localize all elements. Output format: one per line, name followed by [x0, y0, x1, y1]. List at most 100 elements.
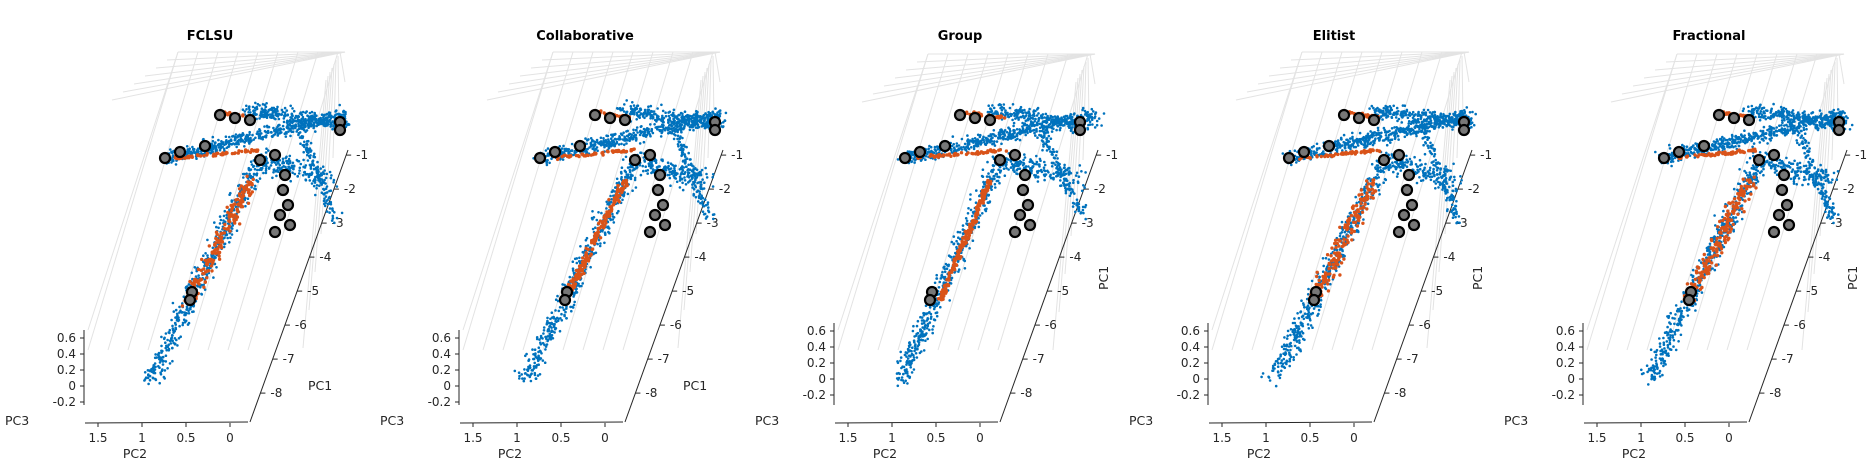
data-point	[306, 159, 310, 162]
data-point	[252, 138, 256, 141]
data-point	[1028, 112, 1031, 116]
data-point	[701, 200, 704, 203]
endmember-marker	[548, 145, 562, 159]
data-point	[631, 108, 634, 112]
data-point	[581, 282, 584, 285]
reconstruction-point	[621, 188, 625, 193]
data-point	[619, 170, 623, 174]
data-point	[668, 176, 672, 180]
data-point	[182, 295, 186, 299]
data-point	[570, 142, 574, 146]
data-point	[625, 173, 629, 176]
data-point	[275, 163, 278, 166]
data-point	[343, 115, 347, 118]
data-point	[169, 342, 173, 345]
data-point	[549, 322, 553, 325]
data-point	[701, 210, 705, 213]
data-point	[957, 147, 961, 150]
data-point	[638, 114, 641, 117]
data-point	[1003, 174, 1007, 177]
data-point	[680, 166, 683, 170]
data-point	[302, 150, 306, 154]
data-point	[610, 133, 613, 137]
data-point	[1010, 134, 1013, 138]
data-point	[680, 119, 684, 123]
data-point	[1023, 108, 1026, 112]
data-point	[914, 158, 917, 162]
data-point	[309, 167, 313, 170]
data-point	[651, 168, 655, 171]
data-point	[549, 317, 552, 321]
reconstruction-point	[241, 199, 245, 204]
data-point	[333, 221, 336, 225]
data-point	[1032, 128, 1036, 132]
data-point	[152, 364, 155, 367]
data-point	[620, 175, 623, 179]
data-point	[325, 112, 329, 116]
data-point	[312, 184, 316, 188]
data-point	[334, 110, 337, 113]
data-point	[327, 122, 330, 126]
data-point	[295, 120, 298, 123]
data-point	[171, 359, 174, 363]
data-point	[574, 150, 578, 154]
data-point	[608, 231, 611, 235]
data-point	[218, 215, 222, 218]
data-point	[277, 117, 281, 121]
data-point	[937, 301, 941, 304]
data-point	[619, 132, 623, 135]
data-point	[911, 346, 914, 350]
reconstruction-point	[615, 194, 619, 199]
data-point	[932, 151, 936, 155]
data-point	[185, 305, 189, 309]
data-point	[338, 103, 342, 107]
data-point	[690, 125, 693, 128]
data-point	[683, 115, 686, 119]
reconstruction-point	[605, 149, 609, 153]
pc1-tick-label: -1	[356, 148, 368, 162]
data-point	[523, 377, 526, 380]
data-point	[205, 273, 209, 276]
data-point	[1056, 119, 1060, 122]
data-point	[551, 330, 555, 333]
data-point	[639, 173, 643, 177]
data-point	[146, 376, 150, 380]
data-point	[635, 126, 639, 129]
endmember-marker	[158, 151, 172, 165]
data-point	[931, 331, 934, 335]
data-point	[897, 378, 900, 381]
data-point	[329, 200, 333, 204]
reconstruction-point	[231, 215, 235, 219]
data-point	[976, 133, 980, 137]
data-point	[527, 365, 530, 369]
pc1-axis-label: PC1	[1096, 266, 1111, 290]
data-point	[694, 195, 698, 199]
reconstruction-point	[202, 154, 206, 158]
data-point	[549, 335, 553, 339]
data-point	[171, 155, 175, 159]
pc1-tick-label: -1	[731, 148, 743, 162]
reconstruction-point	[596, 230, 601, 234]
data-point	[673, 176, 676, 179]
data-point	[1056, 125, 1060, 128]
data-point	[678, 186, 682, 189]
data-point	[647, 105, 650, 108]
data-point	[978, 140, 982, 143]
data-point	[671, 127, 675, 130]
data-point	[706, 203, 709, 206]
data-point	[607, 140, 611, 143]
data-point	[228, 241, 231, 244]
reconstruction-point	[227, 214, 231, 218]
data-point	[185, 145, 189, 148]
data-point	[231, 222, 234, 225]
data-point	[260, 107, 264, 110]
data-point	[222, 147, 226, 151]
data-point	[928, 328, 931, 332]
data-point	[644, 165, 647, 168]
data-point	[324, 176, 328, 180]
data-point	[157, 365, 160, 368]
data-point	[265, 113, 269, 117]
data-point	[990, 170, 993, 173]
reconstruction-point	[190, 281, 194, 286]
